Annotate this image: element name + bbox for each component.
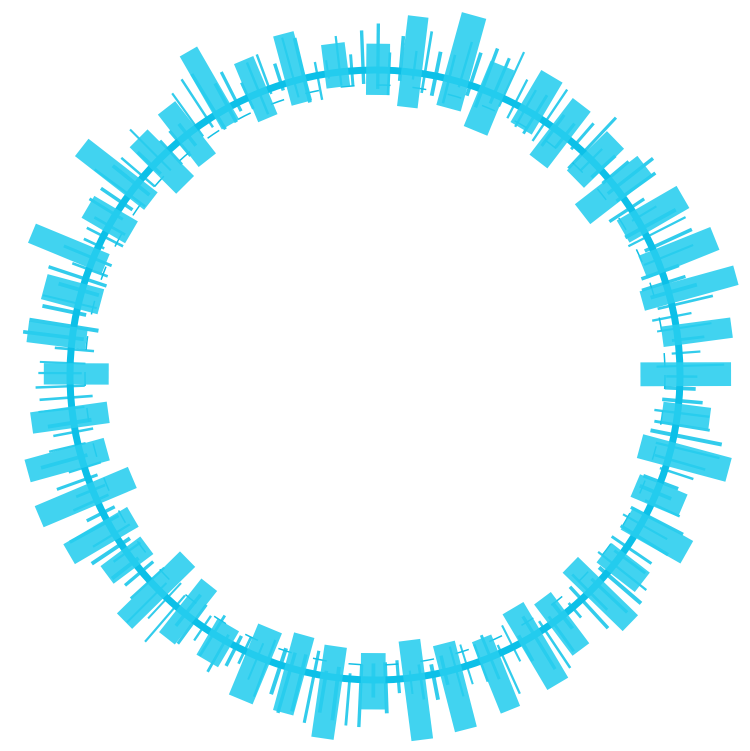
thick-bar [398, 638, 434, 742]
thick-bar [510, 69, 563, 135]
thick-bar [436, 12, 487, 112]
thin-tick [99, 186, 134, 212]
thick-bar [24, 437, 110, 483]
thin-tick [657, 294, 714, 311]
thin-tick [359, 30, 366, 85]
thin-tick [662, 397, 703, 405]
thick-bar [321, 42, 351, 89]
thick-bar [566, 131, 625, 188]
thick-bar [233, 56, 278, 123]
thick-bar [574, 155, 653, 225]
thick-bar [196, 618, 240, 668]
thin-tick [567, 116, 618, 170]
thick-bar [596, 542, 650, 593]
thin-tick [650, 428, 723, 447]
thin-tick [313, 61, 324, 101]
thick-bar [116, 551, 196, 629]
thick-bar [311, 644, 347, 740]
thick-bar [30, 401, 110, 434]
thick-bar [28, 223, 110, 274]
thin-tick [429, 664, 440, 701]
thin-tick [531, 88, 569, 142]
thick-bar [365, 43, 391, 96]
thin-tick [39, 394, 93, 402]
thick-bar [159, 578, 218, 645]
thin-tick [120, 156, 156, 188]
thick-bar [273, 31, 313, 106]
thin-tick [147, 582, 182, 620]
thick-bar [397, 15, 429, 109]
thick-bar [660, 401, 712, 429]
thin-tick [269, 647, 288, 695]
thick-bar [638, 226, 720, 279]
thin-tick [420, 31, 434, 94]
thick-bar [562, 556, 639, 632]
thick-bar [100, 536, 154, 584]
thick-bar [81, 195, 138, 244]
thick-bar [228, 623, 282, 705]
thick-bars [24, 12, 739, 742]
thick-bar [529, 98, 591, 169]
thin-tick [302, 650, 321, 724]
thick-bar [630, 474, 688, 517]
thick-bar [534, 591, 590, 656]
thick-bar [273, 632, 315, 716]
thin-tick [48, 265, 108, 288]
thick-bar [432, 640, 477, 733]
thick-bar [463, 60, 515, 136]
thick-bar [471, 634, 521, 714]
thin-tick [35, 384, 85, 389]
thin-tick [144, 594, 186, 643]
thin-tick [610, 535, 653, 565]
thick-bar [616, 185, 690, 243]
thick-bar [74, 138, 158, 210]
thick-bar [34, 466, 137, 528]
thick-bar [63, 506, 139, 565]
thick-bar [157, 101, 216, 167]
thin-tick [176, 603, 208, 645]
thick-bar [129, 129, 195, 194]
thin-tick [627, 216, 687, 248]
thick-bar [179, 46, 240, 130]
thin-tick [506, 79, 529, 119]
thin-tick [224, 635, 243, 667]
thick-bar [639, 265, 739, 311]
thin-tick [501, 624, 522, 662]
thick-bar [620, 507, 694, 564]
thick-bar [636, 434, 732, 482]
thick-bar [660, 317, 733, 347]
thick-bar [40, 274, 105, 315]
thick-bar [502, 601, 569, 691]
thin-tick [608, 197, 646, 224]
thin-tick [568, 585, 610, 630]
thick-bar [26, 321, 88, 350]
